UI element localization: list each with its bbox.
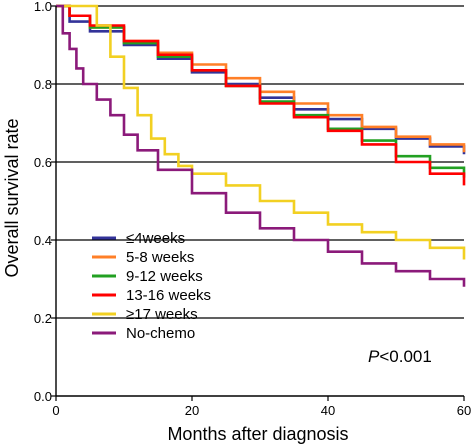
p-value-text: <0.001 <box>379 347 431 366</box>
y-tick-label-3: 0.6 <box>34 155 52 170</box>
tick-labels: 0 20 40 60 0.0 0.2 0.4 0.6 0.8 1.0 <box>34 0 471 418</box>
series-lines <box>56 4 466 287</box>
legend: ≤4weeks 5-8 weeks 9-12 weeks 13-16 weeks ≥17… <box>92 230 211 342</box>
x-axis-title: Months after diagnosis <box>167 424 348 444</box>
x-tick-label-1: 20 <box>185 403 199 418</box>
y-tick-label-4: 0.8 <box>34 77 52 92</box>
p-value-label: P <box>368 347 380 366</box>
legend-label-1: 5-8 weeks <box>126 249 194 266</box>
x-tick-label-0: 0 <box>52 403 59 418</box>
y-tick-label-2: 0.4 <box>34 233 52 248</box>
legend-label-3: 13-16 weeks <box>126 287 211 304</box>
legend-label-5: No-chemo <box>126 325 195 342</box>
axes <box>51 5 465 401</box>
y-tick-label-5: 1.0 <box>34 0 52 14</box>
legend-label-4: ≥17 weeks <box>126 306 198 323</box>
legend-label-0: ≤4weeks <box>126 230 185 247</box>
x-tick-label-2: 40 <box>321 403 335 418</box>
x-tick-label-3: 60 <box>457 403 471 418</box>
legend-label-2: 9-12 weeks <box>126 268 203 285</box>
y-tick-label-0: 0.0 <box>34 389 52 404</box>
y-tick-label-1: 0.2 <box>34 311 52 326</box>
y-axis-title: Overall survival rate <box>2 118 22 277</box>
p-value-annotation: P<0.001 <box>368 347 432 366</box>
series-line-5 <box>56 4 466 287</box>
series-line-3 <box>56 4 466 186</box>
